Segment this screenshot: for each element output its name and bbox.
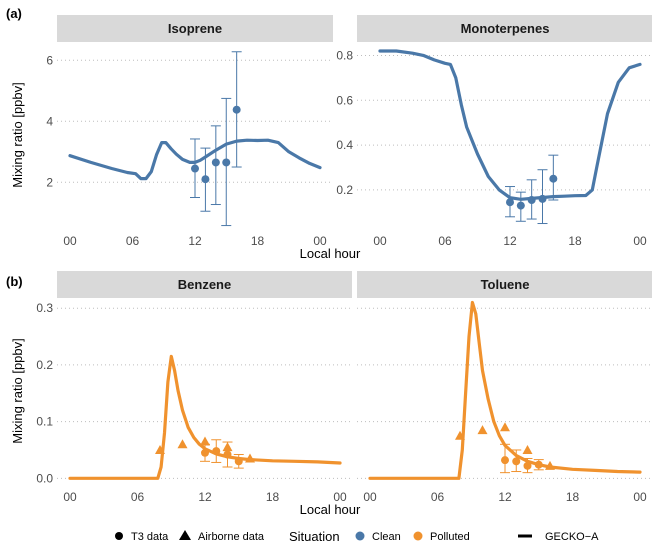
t3-data-point (549, 174, 558, 183)
model-line (378, 49, 642, 201)
facet-title: Toluene (481, 277, 530, 292)
x-tick-label: 00 (373, 234, 387, 248)
t3-data-point (201, 448, 209, 457)
facet-title: Isoprene (168, 21, 222, 36)
y-tick-label: 2 (46, 175, 53, 189)
y-tick-label: 6 (46, 53, 53, 67)
y-axis-title-a: Mixing ratio [ppbv] (10, 82, 25, 188)
legend-clean-swatch (355, 531, 365, 541)
x-tick-label: 00 (63, 234, 77, 248)
model-line (68, 138, 322, 181)
y-tick-label: 0.0 (36, 471, 53, 485)
y-tick-label: 0.8 (336, 48, 353, 62)
x-tick-label: 06 (431, 490, 445, 504)
legend-airborne-label: Airborne data (198, 531, 265, 543)
x-tick-label: 12 (503, 234, 517, 248)
t3-data-point (527, 195, 536, 204)
airborne-data-point (522, 444, 533, 454)
facet-monoterpenes: Monoterpenes 0.2 0.4 0.6 0.8 00 06 12 18 00 (336, 15, 652, 248)
airborne-data-point (200, 436, 210, 446)
legend-situation-title: Situation (289, 529, 340, 544)
t3-data-point (501, 456, 509, 465)
facet-panels: Isoprene 2 4 6 00 06 12 18 00 Monoterpenes 0.2 0.4 0… (10, 15, 652, 517)
airborne-data-point (545, 460, 555, 470)
t3-data-point (223, 450, 232, 459)
legend-gecko-label: GECKO−A (545, 531, 599, 543)
x-tick-label: 18 (566, 490, 580, 504)
model-line (68, 354, 342, 480)
t3-data-point (191, 164, 199, 173)
x-tick-label: 06 (438, 234, 452, 248)
x-tick-label: 06 (126, 234, 140, 248)
t3-data-point (523, 461, 532, 470)
x-axis-title-b: Local hour (300, 502, 361, 517)
x-tick-label: 00 (363, 490, 377, 504)
airborne-data-point (455, 430, 465, 440)
facet-toluene: Toluene 00 06 12 18 00 (357, 271, 652, 504)
airborne-data-point (477, 425, 488, 435)
x-tick-label: 18 (251, 234, 265, 248)
airborne-data-point (177, 439, 188, 449)
x-tick-label: 18 (568, 234, 582, 248)
model-line (368, 300, 642, 480)
x-axis-title-a: Local hour (300, 246, 361, 261)
y-tick-label: 0.6 (336, 93, 353, 107)
facet-strip (57, 15, 333, 42)
t3-data-point (512, 457, 521, 466)
facet-isoprene: Isoprene 2 4 6 00 06 12 18 00 (46, 15, 333, 248)
t3-data-point (506, 198, 514, 207)
x-tick-label: 12 (498, 490, 512, 504)
t3-data-point (222, 158, 231, 167)
legend-t3-label: T3 data (131, 531, 169, 543)
y-tick-label: 4 (46, 114, 53, 128)
x-tick-label: 00 (633, 234, 647, 248)
x-tick-label: 00 (333, 490, 347, 504)
airborne-data-point (500, 422, 510, 432)
x-tick-label: 12 (188, 234, 202, 248)
facet-title: Benzene (178, 277, 231, 292)
panel-label-a: (a) (6, 6, 22, 21)
y-axis-title-b: Mixing ratio [ppbv] (10, 338, 25, 444)
y-tick-label: 0.1 (36, 415, 53, 429)
legend-clean-label: Clean (372, 531, 401, 543)
y-tick-label: 0.4 (336, 138, 353, 152)
t3-data-point (211, 158, 220, 167)
t3-data-point (234, 457, 243, 466)
facet-strip (357, 15, 652, 42)
airborne-data-point (155, 444, 165, 454)
y-tick-label: 0.2 (36, 358, 53, 372)
x-tick-label: 00 (313, 234, 327, 248)
facet-title: Monoterpenes (461, 21, 550, 36)
x-tick-label: 18 (266, 490, 280, 504)
t3-data-point (232, 105, 241, 114)
facet-benzene: Benzene 0.0 0.1 0.2 0.3 00 06 12 18 00 (36, 271, 352, 504)
airborne-data-point (245, 453, 255, 463)
t3-data-point (201, 175, 210, 184)
t3-data-point (534, 460, 543, 469)
x-tick-label: 06 (131, 490, 145, 504)
y-tick-label: 0.3 (36, 301, 53, 315)
x-tick-label: 00 (633, 490, 647, 504)
t3-data-point (212, 447, 221, 456)
facet-strip (357, 271, 652, 298)
legend-t3-circle (115, 532, 123, 540)
legend: T3 data Airborne data Situation Clean Pollut… (115, 529, 599, 544)
legend-polluted-swatch (413, 531, 423, 541)
t3-data-point (516, 201, 525, 210)
t3-data-point (538, 194, 547, 203)
facet-strip (57, 271, 352, 298)
legend-polluted-label: Polluted (430, 531, 470, 543)
x-tick-label: 12 (198, 490, 212, 504)
legend-airborne-triangle (179, 530, 191, 540)
panel-label-b: (b) (6, 274, 23, 289)
x-tick-label: 00 (63, 490, 77, 504)
y-tick-label: 0.2 (336, 183, 353, 197)
